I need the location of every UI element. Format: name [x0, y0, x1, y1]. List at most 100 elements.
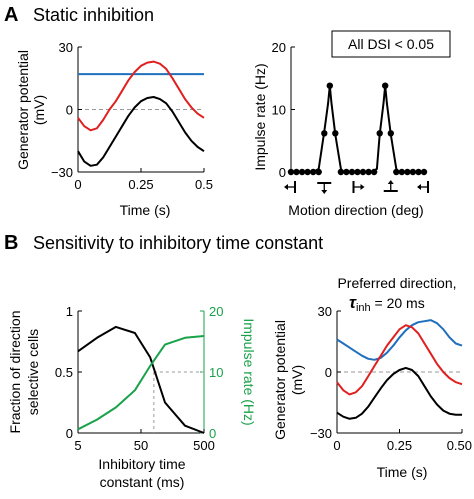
a-right-y-tick-label: 20: [272, 40, 286, 55]
glyph-head: [321, 190, 328, 194]
a-right-data-point: [420, 168, 428, 176]
direction-up-arrow: [383, 180, 398, 192]
glyph-head: [284, 184, 288, 190]
a-right-data-point: [409, 168, 417, 176]
a-right-data-point: [337, 168, 345, 176]
a-right-y-label: Impulse rate (Hz): [252, 63, 268, 170]
a-right-data-point: [310, 168, 317, 176]
chart-a-right: 0 10 20 Impulse rate (Hz) Motion direction…: [252, 30, 451, 218]
b-left-y-label-line1: Fraction of direction: [7, 311, 23, 434]
a-left-series-black: [77, 96, 205, 167]
b-left-y-tick-label-left: 0: [66, 426, 73, 441]
tau-symbol: τ: [349, 293, 357, 312]
a-right-data-point: [415, 168, 422, 176]
a-right-data-point: [321, 130, 328, 137]
direction-left-arrow: [284, 181, 296, 193]
direction-down-arrow: [317, 182, 332, 194]
panel-b-letter: B: [4, 232, 18, 254]
b-left-y-tick-label-right: 20: [209, 304, 223, 319]
a-right-data-point: [393, 168, 400, 176]
a-left-y-label: Generator potential (mV): [15, 50, 47, 170]
b-right-y-label-line1: Generator potential: [272, 320, 288, 440]
b-left-x-label-line2: constant (ms): [100, 474, 185, 490]
a-left-x-label: Time (s): [120, 202, 171, 218]
a-right-data-point: [370, 168, 378, 176]
b-left-series-black: [77, 325, 205, 434]
a-right-data-point: [404, 168, 411, 176]
b-right-title-line2: τinh = 20 ms: [349, 293, 425, 314]
a-right-y-tick-label: 10: [272, 103, 286, 118]
a-right-data-point: [398, 168, 405, 176]
glyph-head: [417, 184, 421, 190]
a-left-y-tick-label: 30: [59, 40, 73, 55]
a-left-y-label-line1: Generator potential: [15, 50, 31, 170]
tau-value: = 20 ms: [371, 295, 425, 311]
b-left-y-tick-label-right: 10: [209, 365, 223, 380]
b-right-title-line1: Preferred direction,: [337, 275, 456, 291]
tau-subscript: inh: [356, 302, 371, 314]
a-left-x-tick-label: 0: [74, 177, 81, 192]
b-right-x-label: Time (s): [377, 464, 428, 480]
a-right-data-point: [326, 82, 333, 89]
dsi-note-box: All DSI < 0.05: [331, 30, 451, 58]
b-left-y-tick-label-left: 1: [66, 304, 73, 319]
b-right-y-tick-label: −30: [310, 426, 332, 441]
b-right-y-tick-label: 0: [325, 365, 332, 380]
panel-b-title: Sensitivity to inhibitory time constant: [33, 233, 323, 253]
a-left-y-tick-label: 0: [66, 103, 73, 118]
b-right-series-blue: [336, 319, 463, 361]
glyph-head: [360, 184, 365, 190]
b-left-y-label-line2: selective cells: [25, 329, 41, 415]
b-right-y-label-line2: (mV): [289, 365, 305, 395]
b-left-y-label-right: Impulse rate (Hz): [241, 318, 257, 425]
b-right-series-black: [336, 366, 462, 420]
panel-a-title: Static inhibition: [33, 5, 154, 25]
a-right-y-tick-label: 0: [279, 165, 286, 180]
b-left-x-tick-label: 5: [74, 438, 81, 453]
b-left-y-tick-label-right: 0: [209, 426, 216, 441]
a-right-data-point: [293, 168, 300, 176]
dsi-note-frame: [331, 30, 451, 58]
a-right-data-point: [387, 130, 394, 137]
dsi-note-text: All DSI < 0.05: [348, 36, 434, 52]
b-left-x-label-line1: Inhibitory time: [98, 456, 185, 472]
a-right-data-point: [365, 168, 372, 176]
a-right-data-point: [304, 168, 311, 176]
b-right-series-red: [336, 324, 463, 396]
b-right-y-tick-label: 30: [318, 304, 332, 319]
b-right-x-tick-label: 0.50: [447, 438, 472, 453]
a-right-data-point: [382, 82, 389, 89]
a-right-data-point: [354, 168, 361, 176]
b-left-y-label-left: Fraction of direction selective cells: [7, 311, 41, 434]
direction-left-arrow: [417, 181, 429, 193]
a-right-data-point: [343, 168, 350, 176]
a-right-data-point: [315, 168, 322, 176]
b-right-y-label: Generator potential (mV): [272, 320, 305, 440]
a-right-data-point: [287, 168, 295, 176]
a-left-y-label-line2: (mV): [31, 95, 47, 125]
b-right-x-tick-label: 0: [333, 438, 340, 453]
a-right-tuning-curve: [291, 84, 424, 173]
b-left-x-tick-label: 50: [134, 438, 148, 453]
a-left-y-tick-label: −30: [51, 165, 73, 180]
direction-right-arrow: [352, 181, 365, 193]
a-right-x-label: Motion direction (deg): [288, 202, 423, 218]
b-left-x-tick-label: 500: [193, 438, 215, 453]
glyph-head: [387, 180, 394, 184]
a-left-series-red: [77, 60, 205, 132]
a-left-x-tick-label: 0.25: [128, 177, 153, 192]
panel-a-letter: A: [4, 4, 18, 26]
b-left-series-green: [77, 335, 205, 431]
a-right-data-point: [348, 168, 356, 176]
a-right-data-point: [298, 168, 306, 176]
a-right-data-point: [332, 130, 339, 137]
b-left-y-tick-label-left: 0.5: [55, 365, 73, 380]
a-left-x-tick-label: 0.5: [195, 177, 213, 192]
a-right-data-point: [359, 168, 367, 176]
b-right-x-tick-label: 0.25: [387, 438, 412, 453]
a-right-data-point: [376, 130, 383, 137]
